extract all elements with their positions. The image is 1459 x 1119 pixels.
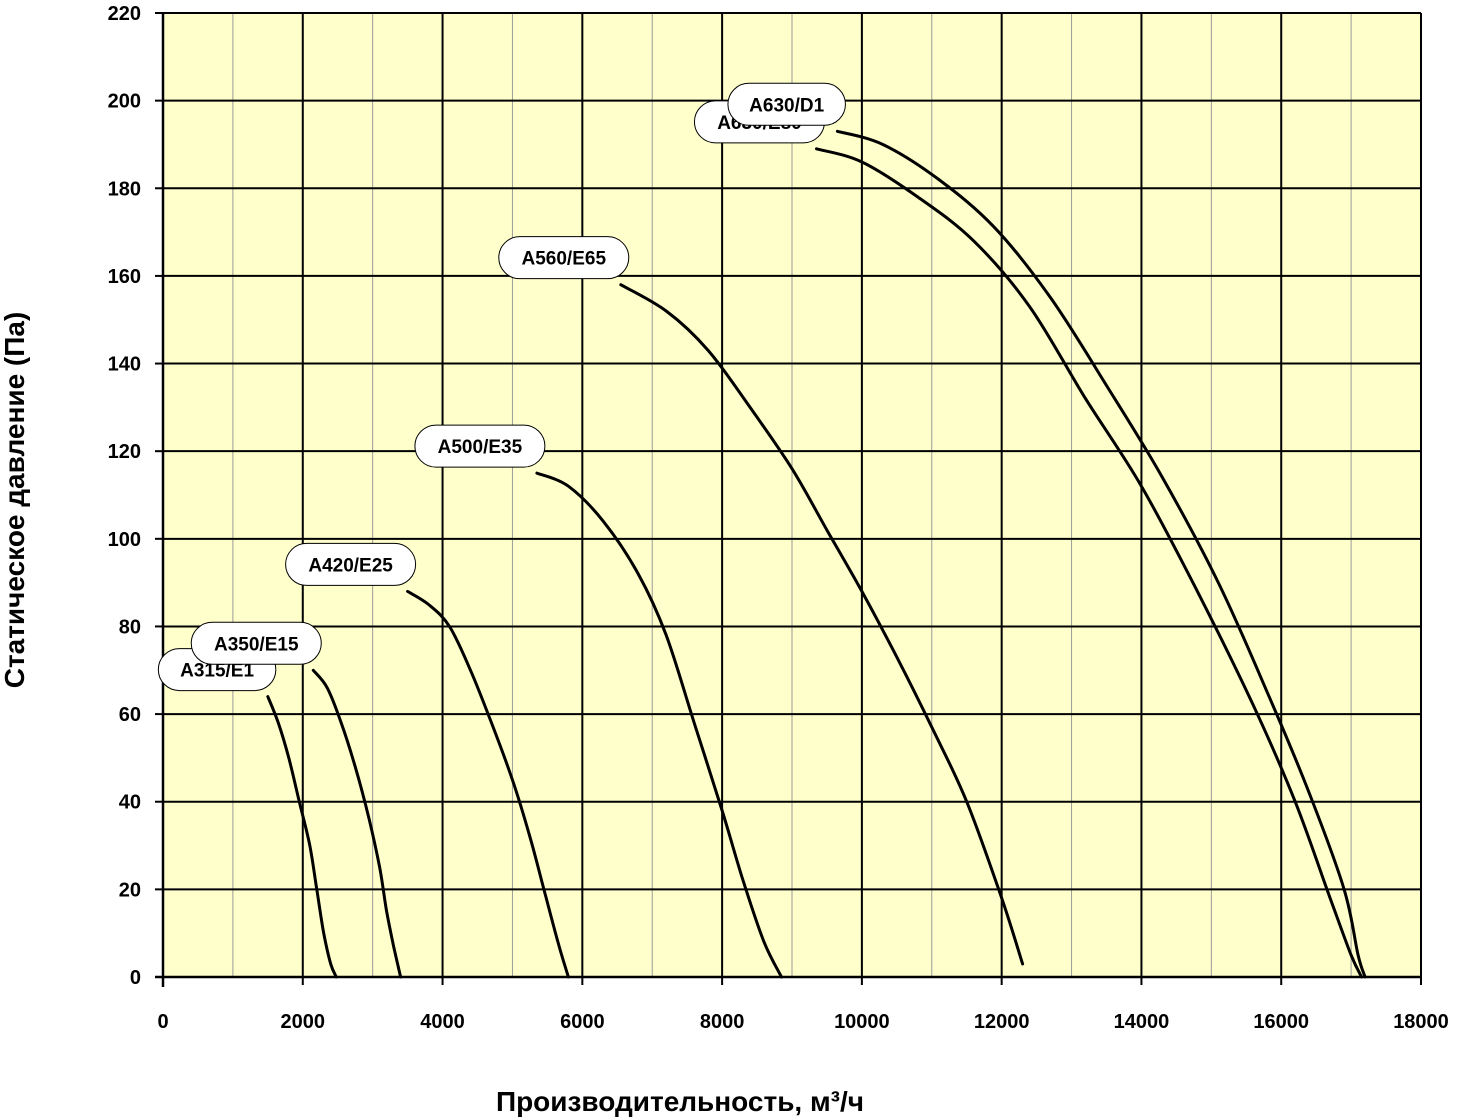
series-line-a630-e80 [815,147,1364,979]
x-tick-label: 12000 [974,1011,1030,1033]
series-line-a315-e1 [266,695,338,979]
data-series [266,129,1367,979]
y-tick-label: 0 [130,967,141,989]
series-label-a500-e35: A500/E35 [414,424,546,468]
y-tick-label: 20 [119,879,141,901]
y-tick-label: 180 [108,178,141,200]
x-tick-label: 2000 [281,1011,326,1033]
series-label-text: A560/E65 [522,249,607,270]
series-label-text: A500/E35 [438,437,523,458]
series-labels: A315/E1 A350/E15 A420/E25 A500/E35 A560/E65 A… [157,82,846,692]
y-tick-label: 60 [119,704,141,726]
x-tick-label: 0 [157,1011,168,1033]
series-label-bubble [727,82,846,126]
x-tick-label: 4000 [420,1011,465,1033]
axes: 0 20 40 60 80 100 120 140 160 180 200 220 0 2000 4000 6… [108,3,1449,1033]
series-label-bubble [190,621,322,665]
series-label-bubble [498,236,630,280]
y-tick-label: 140 [108,354,141,376]
series-label-text: A630/D1 [749,95,824,116]
y-axis-title: Статическое давление (Па) [0,312,30,689]
y-tick-label: 120 [108,441,141,463]
x-tick-label: 14000 [1114,1011,1170,1033]
y-tick-label: 220 [108,3,141,25]
series-label-bubble [285,542,417,586]
series-line-a420-e25 [406,589,570,979]
y-tick-label: 100 [108,529,141,551]
series-line-a560-e65 [619,283,1025,966]
x-tick-label: 18000 [1393,1011,1449,1033]
x-axis-title: Производительность, м³/ч [496,1086,864,1117]
series-label-a350-e15: A350/E15 [190,621,322,665]
y-tick-label: 40 [119,792,141,814]
x-tick-label: 10000 [834,1011,890,1033]
x-tick-label: 16000 [1253,1011,1309,1033]
series-label-a630-d1: A630/D1 [727,82,846,126]
series-line-a630-d1 [835,129,1367,979]
y-tick-label: 200 [108,91,141,113]
series-line-a500-e35 [535,471,783,979]
series-line-a350-e15 [311,668,403,979]
series-label-text: A420/E25 [308,555,393,576]
series-label-a560-e65: A560/E65 [498,236,630,280]
x-tick-label: 8000 [700,1011,745,1033]
y-tick-label: 160 [108,266,141,288]
x-tick-label: 6000 [560,1011,605,1033]
series-label-text: A315/E1 [180,661,254,682]
series-label-a420-e25: A420/E25 [285,542,417,586]
series-label-text: A350/E15 [214,634,299,655]
series-label-bubble [414,424,546,468]
grid-lines [163,12,1422,977]
y-tick-label: 80 [119,616,141,638]
